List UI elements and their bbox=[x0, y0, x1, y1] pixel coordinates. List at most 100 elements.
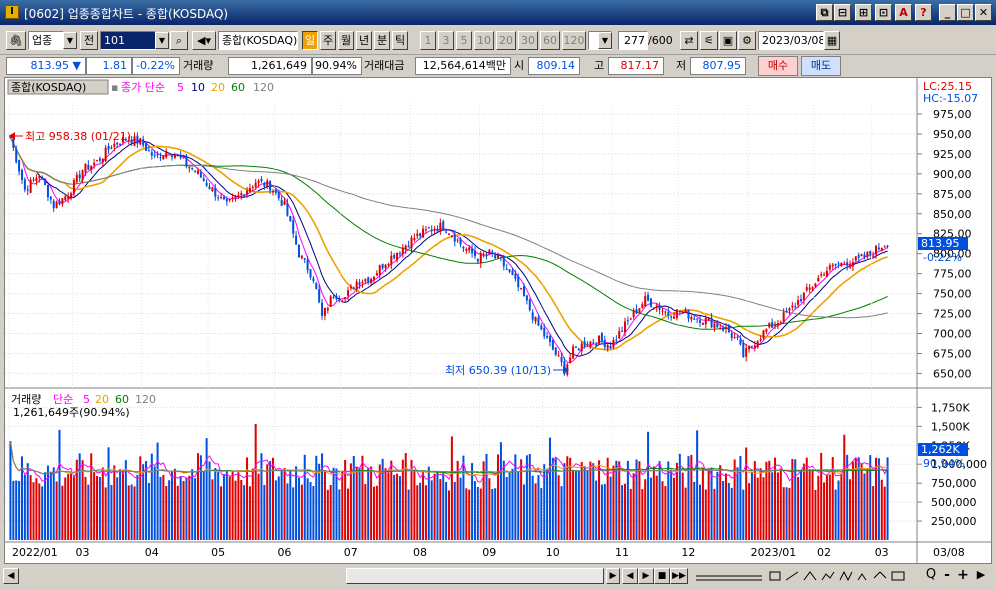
candle bbox=[673, 316, 676, 319]
candle bbox=[384, 264, 387, 268]
zoom-in-button[interactable]: + bbox=[957, 567, 969, 583]
volume-panel-name[interactable]: 거래량 bbox=[11, 393, 41, 406]
volume-bar bbox=[191, 469, 194, 540]
candle bbox=[271, 191, 275, 193]
title-bar: I [0602] 업종종합차트 - 종합(KOSDAQ) ⧉ ⊟ ⊞ ⊡ A ?… bbox=[0, 0, 996, 25]
scroll-bar[interactable]: ◀ ▶ ◀ ▶ ■ ▶▶ Q - + ▶ bbox=[0, 564, 996, 590]
scroll-left-button[interactable]: ◀ bbox=[3, 568, 19, 584]
candle bbox=[823, 274, 826, 276]
print-icon[interactable]: ⊟ bbox=[834, 4, 851, 21]
interval-10[interactable]: 10 bbox=[474, 31, 494, 50]
candle bbox=[716, 323, 719, 328]
maximize-button[interactable]: □ bbox=[957, 4, 974, 21]
interval-60[interactable]: 60 bbox=[540, 31, 560, 50]
volume-bar bbox=[234, 480, 237, 540]
market-dropdown-icon[interactable]: ▼ bbox=[63, 32, 77, 49]
fast-forward-button[interactable]: ▶▶ bbox=[670, 568, 688, 584]
help-icon[interactable]: ? bbox=[915, 4, 932, 21]
link-icon[interactable]: ⊞ bbox=[855, 4, 872, 21]
chart-tool-icon[interactable]: ⚟ bbox=[700, 31, 718, 50]
candle bbox=[707, 318, 710, 321]
tool-icon[interactable]: ⇄ bbox=[680, 31, 698, 50]
volume-bar bbox=[323, 470, 326, 540]
volume-bar bbox=[880, 479, 883, 540]
candle bbox=[251, 186, 254, 188]
x-tick-label: 09 bbox=[482, 546, 496, 559]
volume-bar bbox=[635, 459, 638, 540]
candle bbox=[381, 263, 384, 269]
stop-button[interactable]: ■ bbox=[654, 568, 670, 584]
code-input[interactable]: 101 bbox=[100, 31, 156, 50]
candle bbox=[433, 229, 436, 231]
scroll-right-button[interactable]: ▶ bbox=[606, 568, 620, 584]
interval-dropdown-icon[interactable]: ▼ bbox=[598, 32, 612, 49]
close-button[interactable]: ✕ bbox=[975, 4, 992, 21]
scroll-thumb[interactable] bbox=[346, 568, 604, 584]
volume-bar bbox=[860, 463, 863, 540]
calendar-icon[interactable]: ▦ bbox=[824, 31, 840, 50]
toolbar: 🖇 업종 ▼ 전 101 ▼ ⌕ ◀▾ 종합(KOSDAQ) 일 주 월 년 분… bbox=[0, 25, 996, 55]
candle bbox=[696, 318, 699, 320]
candle bbox=[802, 292, 805, 301]
interval-20[interactable]: 20 bbox=[496, 31, 516, 50]
search-icon[interactable]: ⌕ bbox=[170, 31, 188, 50]
settings-icon[interactable]: ⚙ bbox=[738, 31, 756, 50]
candle bbox=[742, 342, 745, 357]
speaker-icon[interactable]: ◀▾ bbox=[192, 31, 216, 50]
restore-layout-icon[interactable]: ⧉ bbox=[816, 4, 833, 21]
save-icon[interactable]: ▣ bbox=[719, 31, 737, 50]
market-select[interactable]: 업종 bbox=[28, 31, 64, 50]
candle bbox=[107, 146, 110, 150]
period-year[interactable]: 년 bbox=[356, 31, 372, 50]
volume-bar bbox=[312, 486, 315, 540]
volume-bar bbox=[872, 486, 875, 540]
volume-bar bbox=[133, 486, 136, 540]
sell-button[interactable]: 매도 bbox=[801, 56, 841, 76]
volume-bar bbox=[205, 438, 208, 540]
candle bbox=[603, 339, 606, 348]
date-input[interactable]: 2023/03/08 bbox=[758, 31, 824, 50]
chart-svg[interactable]: 975,00950,00925,00900,00875,00850,00825,… bbox=[5, 78, 991, 563]
period-month[interactable]: 월 bbox=[338, 31, 354, 50]
interval-3[interactable]: 3 bbox=[438, 31, 454, 50]
candle bbox=[678, 311, 681, 313]
price-panel-name[interactable]: 종합(KOSDAQ) bbox=[11, 81, 86, 94]
candle bbox=[297, 244, 300, 258]
interval-120[interactable]: 120 bbox=[562, 31, 586, 50]
period-tick[interactable]: 틱 bbox=[392, 31, 408, 50]
font-icon[interactable]: A bbox=[895, 4, 912, 21]
play-forward-button[interactable]: ▶ bbox=[638, 568, 654, 584]
zoom-out-button[interactable]: - bbox=[944, 567, 950, 583]
export-icon[interactable]: ⊡ bbox=[875, 4, 892, 21]
play-back-button[interactable]: ◀ bbox=[622, 568, 638, 584]
candle bbox=[306, 259, 309, 271]
volume-bar bbox=[104, 487, 107, 540]
candle bbox=[81, 170, 84, 181]
candle bbox=[168, 152, 171, 154]
volume-bar bbox=[517, 471, 520, 540]
interval-30[interactable]: 30 bbox=[518, 31, 538, 50]
candle bbox=[49, 196, 52, 200]
buy-button[interactable]: 매수 bbox=[758, 56, 798, 76]
code-dropdown-icon[interactable]: ▼ bbox=[155, 32, 169, 49]
period-day[interactable]: 일 bbox=[302, 31, 318, 50]
interval-1[interactable]: 1 bbox=[420, 31, 436, 50]
chart-area[interactable]: 975,00 950,00 925,00 900,00 875,00 850,00 825,… bbox=[4, 77, 992, 564]
interval-5[interactable]: 5 bbox=[456, 31, 472, 50]
prev-button[interactable]: 전 bbox=[80, 31, 98, 50]
pin-icon[interactable]: 🖇 bbox=[6, 31, 26, 50]
price-ma120-line bbox=[9, 137, 888, 319]
candle bbox=[393, 255, 396, 259]
period-minute[interactable]: 분 bbox=[374, 31, 390, 50]
minimize-button[interactable]: _ bbox=[939, 4, 956, 21]
candle bbox=[199, 172, 202, 178]
candle bbox=[886, 245, 889, 247]
volume-bar bbox=[629, 488, 632, 540]
drawing-tools[interactable] bbox=[692, 568, 924, 584]
count-input[interactable]: 277 bbox=[618, 31, 648, 50]
zoom-icon[interactable]: Q bbox=[925, 567, 937, 582]
candle bbox=[309, 269, 312, 278]
volume-bar bbox=[64, 477, 67, 540]
period-week[interactable]: 주 bbox=[320, 31, 336, 50]
scroll-end-button[interactable]: ▶ bbox=[976, 568, 986, 581]
